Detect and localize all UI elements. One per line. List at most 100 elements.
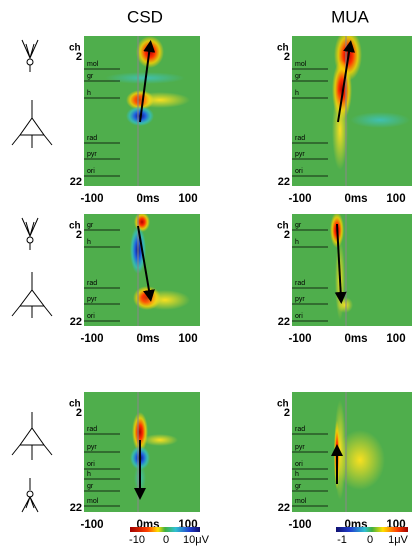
colorbar-label: 0 [163,534,169,546]
x-tick-label: -100 [80,333,103,345]
layer-label: ori [295,313,303,320]
layer-label: h [87,90,91,97]
channel-top: 2 [284,407,290,419]
activity-blob [140,290,190,310]
colorbar-label: 0 [367,534,373,546]
x-tick-label: 100 [178,333,197,345]
layer-label: h [295,471,299,478]
x-tick-label: -100 [288,193,311,205]
x-tick-label: -100 [80,193,103,205]
channel-label: ch [277,399,289,410]
channel-bottom: 22 [70,502,82,514]
heatmap [84,214,200,326]
propagation-arrow [137,225,155,302]
channel-top: 2 [284,229,290,241]
channel-label: ch [69,43,81,54]
layer-label: rad [87,426,97,433]
layer-label: gr [295,483,302,490]
propagation-arrow [337,40,355,123]
channel-bottom: 22 [278,316,290,328]
channel-top: 2 [76,51,82,63]
activity-blob [335,430,385,490]
heatmap-background [292,214,412,326]
channel-top: 2 [76,407,82,419]
layer-label: mol [295,61,307,68]
x-tick-label: 0ms [136,193,159,205]
layer-label: h [87,239,91,246]
channel-label: ch [277,43,289,54]
x-tick-label: -100 [288,333,311,345]
layer-label: pyr [87,151,97,158]
channel-bottom: 22 [70,316,82,328]
layer-label: gr [87,222,94,229]
x-tick-label: -100 [288,519,311,531]
colorbar [336,527,408,532]
channel-label: ch [69,221,81,232]
activity-blob [142,434,178,446]
channel-top: 2 [284,51,290,63]
x-tick-label: 0ms [344,333,367,345]
layer-label: rad [87,280,97,287]
heatmap [292,36,412,186]
column-title: MUA [331,7,369,26]
layer-label: rad [295,135,305,142]
layer-label: mol [87,498,99,505]
activity-blob [350,112,410,128]
activity-blob [130,92,190,108]
layer-label: rad [87,135,97,142]
layer-label: pyr [87,444,97,451]
colorbar [130,527,200,532]
layer-label: mol [295,498,307,505]
column-title: CSD [127,7,163,26]
layer-label: rad [295,426,305,433]
layer-label: mol [87,61,99,68]
x-tick-label: 0ms [344,193,367,205]
layer-label: ori [87,168,95,175]
layer-label: ori [295,461,303,468]
x-tick-label: 100 [178,193,197,205]
x-tick-label: 100 [386,333,405,345]
colorbar-label: 10μV [183,534,210,546]
layer-label: ori [87,461,95,468]
x-tick-label: -100 [80,519,103,531]
layer-label: pyr [295,444,305,451]
layer-label: gr [295,73,302,80]
channel-top: 2 [76,229,82,241]
channel-label: ch [69,399,81,410]
layer-label: ori [87,313,95,320]
layer-label: pyr [295,151,305,158]
activity-blob [337,297,353,313]
colorbar-label: -1 [337,534,347,546]
layer-label: ori [295,168,303,175]
colorbar-label: -10 [129,534,145,546]
neuron-icons [11,39,53,513]
layer-label: gr [295,222,302,229]
layer-label: pyr [87,296,97,303]
x-tick-label: 100 [386,193,405,205]
channel-label: ch [277,221,289,232]
propagation-arrow [139,40,156,123]
heatmap [292,214,412,326]
heatmap [84,36,200,186]
layer-label: gr [87,483,94,490]
layer-label: h [87,471,91,478]
colorbar-label: 1μV [388,534,408,546]
channel-bottom: 22 [278,176,290,188]
x-tick-label: 0ms [136,333,159,345]
activity-blob [332,90,348,170]
layer-label: h [295,90,299,97]
layer-label: h [295,239,299,246]
layer-label: gr [87,73,94,80]
channel-bottom: 22 [278,502,290,514]
layer-label: rad [295,280,305,287]
layer-label: pyr [295,296,305,303]
channel-bottom: 22 [70,176,82,188]
propagation-arrow [334,223,347,304]
